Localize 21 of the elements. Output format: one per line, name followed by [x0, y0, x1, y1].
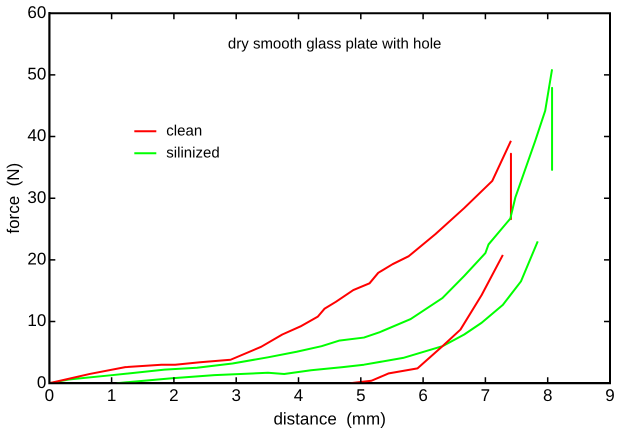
y-tick-label: 40: [27, 126, 46, 146]
x-tick-label: 9: [605, 386, 615, 406]
x-tick-label: 6: [418, 386, 428, 406]
y-axis-title: force (N): [4, 162, 23, 234]
x-tick-label: 1: [106, 386, 116, 406]
y-tick-label: 60: [27, 2, 46, 22]
y-tick-label: 0: [36, 372, 46, 392]
x-axis-title: distance (mm): [273, 409, 386, 428]
legend-label: silinized: [166, 144, 220, 162]
x-tick-label: 8: [542, 386, 552, 406]
text: dry smooth glass plate with hole: [228, 35, 442, 52]
y-tick-label: 30: [27, 188, 46, 207]
x-tick-label: 3: [231, 386, 241, 406]
x-tick-label: 4: [294, 386, 304, 406]
y-tick-label: 10: [27, 311, 46, 330]
x-tick-label: 5: [356, 386, 366, 406]
legend-label: clean: [166, 122, 202, 140]
y-tick-label: 20: [27, 250, 46, 269]
x-tick-label: 2: [169, 386, 179, 406]
x-tick-label: 7: [480, 386, 490, 406]
y-tick-label: 50: [27, 64, 46, 84]
